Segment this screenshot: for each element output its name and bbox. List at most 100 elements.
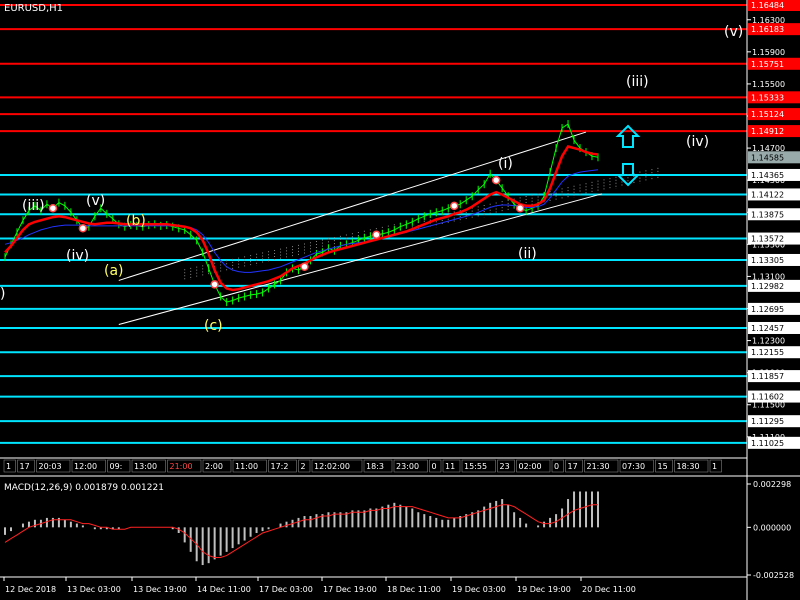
session-label: 18:3 bbox=[366, 462, 384, 471]
wave-label: (v) bbox=[724, 24, 743, 40]
time-label: 19 Dec 19:00 bbox=[517, 585, 571, 594]
price-tick-label: 1.15500 bbox=[752, 80, 785, 89]
session-box bbox=[461, 459, 496, 473]
session-box bbox=[17, 459, 35, 473]
macd-label: MACD(12,26,9) 0.001879 0.001221 bbox=[4, 483, 164, 493]
cyan-level-value: 1.12457 bbox=[751, 324, 784, 333]
cyan-level-tag bbox=[748, 168, 800, 181]
session-box bbox=[393, 459, 428, 473]
session-box bbox=[232, 459, 267, 473]
red-level-tag bbox=[748, 0, 800, 11]
cyan-level-tag bbox=[748, 279, 800, 292]
session-label: 0 bbox=[432, 462, 437, 471]
signal-marker bbox=[515, 203, 525, 213]
red-level-value: 1.15333 bbox=[751, 93, 784, 102]
red-level-value: 1.15751 bbox=[751, 60, 784, 69]
session-box bbox=[298, 459, 311, 473]
session-label: 1 bbox=[712, 462, 717, 471]
red-level-tag bbox=[748, 108, 800, 121]
session-box bbox=[565, 459, 583, 473]
time-label: 17 Dec 19:00 bbox=[323, 585, 377, 594]
wave-label: (a) bbox=[104, 263, 124, 279]
red-level-tag bbox=[748, 23, 800, 36]
cyan-level-value: 1.14365 bbox=[751, 171, 784, 180]
signal-marker bbox=[449, 201, 459, 211]
session-box bbox=[311, 459, 363, 473]
wave-label: (iii) bbox=[626, 74, 649, 90]
session-box bbox=[516, 459, 551, 473]
horizontal-levels bbox=[0, 4, 747, 444]
cyan-level-value: 1.11857 bbox=[751, 372, 784, 381]
session-box bbox=[674, 459, 709, 473]
cyan-level-value: 1.13572 bbox=[751, 235, 784, 244]
session-box bbox=[442, 459, 461, 473]
session-label: 11:00 bbox=[235, 462, 258, 471]
time-label: 19 Dec 03:00 bbox=[452, 585, 506, 594]
macd-tick-label: 0.000000 bbox=[753, 523, 791, 532]
session-box bbox=[429, 459, 442, 473]
red-level-value: 1.15124 bbox=[751, 110, 784, 119]
cyan-level-value: 1.12695 bbox=[751, 305, 784, 314]
red-level-value: 1.14912 bbox=[751, 127, 784, 136]
wave-label: (c) bbox=[204, 318, 223, 334]
price-tick-label: 1.12300 bbox=[752, 337, 785, 346]
wave-label: (iii) bbox=[22, 198, 45, 214]
session-bar: 1 17 20:03 12:00 09: 13:00 21:00 2:00 11:00 17:2 2… bbox=[0, 457, 800, 477]
session-box bbox=[551, 459, 564, 473]
session-box bbox=[167, 459, 202, 473]
cyan-level-tag bbox=[748, 208, 800, 221]
signal-marker bbox=[300, 262, 309, 272]
wave-label: (ii) bbox=[518, 246, 537, 262]
cyan-level-tag bbox=[748, 232, 800, 245]
cyan-level-value: 1.11025 bbox=[751, 439, 784, 448]
signal-marker bbox=[210, 280, 219, 289]
session-box bbox=[497, 459, 515, 473]
trend-channel bbox=[118, 131, 603, 326]
session-box bbox=[709, 459, 722, 473]
channel-upper-line bbox=[118, 131, 587, 281]
cyan-level-tag bbox=[748, 253, 800, 266]
session-box bbox=[363, 459, 393, 473]
wave-label: (b) bbox=[126, 213, 146, 229]
red-level-value: 1.16484 bbox=[751, 1, 784, 10]
session-label: 2:00 bbox=[205, 462, 223, 471]
session-label: 20:03 bbox=[39, 462, 62, 471]
session-box bbox=[3, 459, 16, 473]
macd-signal-line bbox=[4, 504, 598, 558]
cyan-level-value: 1.11602 bbox=[751, 393, 784, 402]
signal-marker bbox=[372, 230, 381, 239]
cyan-level-value: 1.13305 bbox=[751, 256, 784, 265]
symbol-title: EURUSD,H1 bbox=[4, 3, 64, 14]
price-tick-label: 1.15900 bbox=[752, 48, 785, 57]
time-label: 12 Dec 2018 bbox=[5, 585, 56, 594]
session-label: 21:00 bbox=[170, 462, 193, 471]
wave-label: (iv) bbox=[66, 248, 89, 264]
current-price-tag bbox=[748, 151, 800, 164]
signal-marker bbox=[491, 175, 501, 185]
signal-markers bbox=[48, 175, 525, 289]
cyan-level-value: 1.12982 bbox=[751, 282, 784, 291]
price-tick-label: 1.16300 bbox=[752, 16, 785, 25]
session-box bbox=[655, 459, 673, 473]
wave-label: (v) bbox=[86, 193, 105, 209]
price-tick-label: 1.14700 bbox=[752, 144, 785, 153]
price-tick-label: 1.13500 bbox=[752, 240, 785, 249]
red-level-tag bbox=[748, 125, 800, 138]
session-box bbox=[619, 459, 654, 473]
red-level-tag bbox=[748, 57, 800, 70]
price-tick-label: 1.11500 bbox=[752, 401, 785, 410]
wave-labels: (v) (iii) (iv) (i) (ii) (iii) (v) (iv) (b) (a) (c)… bbox=[0, 24, 743, 334]
session-box bbox=[131, 459, 166, 473]
time-axis: 12 Dec 2018 13 Dec 03:00 13 Dec 19:00 14 De… bbox=[3, 577, 636, 594]
session-label: 12:02:00 bbox=[314, 462, 350, 471]
session-label: 02:00 bbox=[519, 462, 542, 471]
signal-marker bbox=[78, 224, 88, 233]
session-box bbox=[36, 459, 71, 473]
cyan-level-tag bbox=[748, 415, 800, 428]
price-tick-label: 1.13100 bbox=[752, 272, 785, 281]
price-axis: 1.163001.159001.155001.151001.147001.143… bbox=[746, 0, 800, 600]
session-box bbox=[202, 459, 232, 473]
direction-arrows bbox=[615, 124, 641, 187]
cyan-level-value: 1.13875 bbox=[751, 210, 784, 219]
